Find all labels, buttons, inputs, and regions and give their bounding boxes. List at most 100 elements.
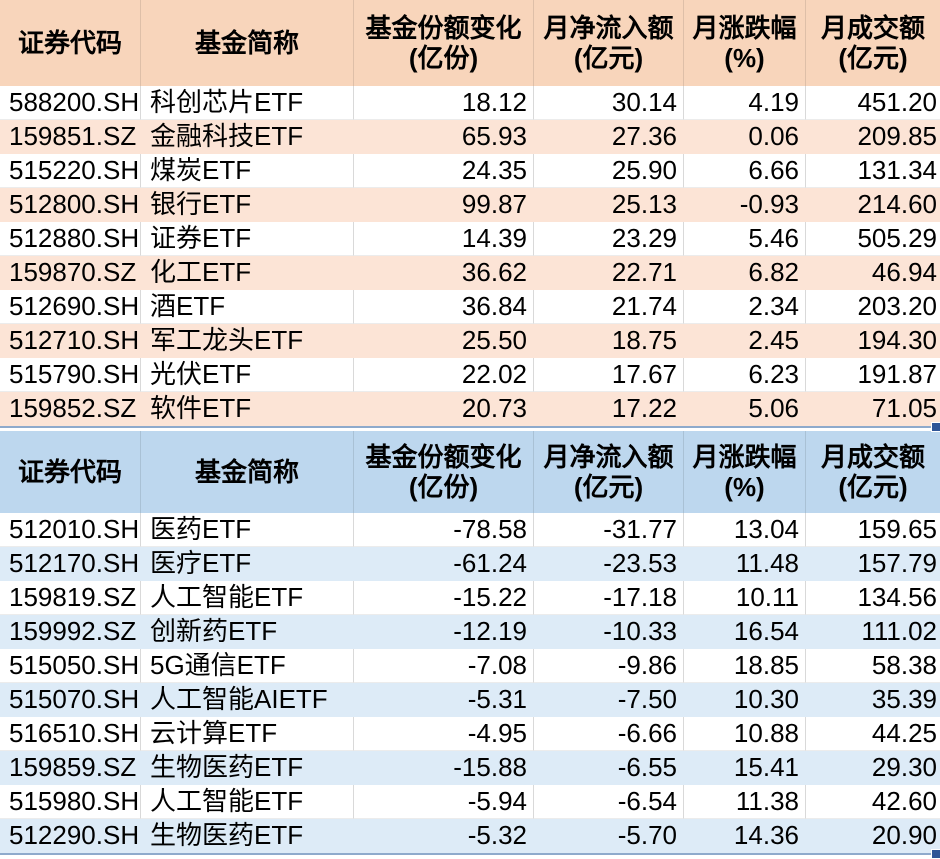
cell-net-inflow[interactable]: 27.36	[534, 120, 684, 154]
cell-share-change[interactable]: 25.50	[354, 324, 534, 358]
cell-fund-name[interactable]: 医药ETF	[141, 513, 354, 547]
cell-turnover[interactable]: 209.85	[806, 120, 940, 154]
header-code[interactable]: 证券代码	[0, 431, 141, 513]
cell-code[interactable]: 159819.SZ	[0, 581, 141, 615]
cell-fund-name[interactable]: 化工ETF	[141, 256, 354, 290]
cell-fund-name[interactable]: 煤炭ETF	[141, 154, 354, 188]
cell-turnover[interactable]: 71.05	[806, 392, 940, 426]
cell-fund-name[interactable]: 光伏ETF	[141, 358, 354, 392]
cell-share-change[interactable]: -78.58	[354, 513, 534, 547]
cell-turnover[interactable]: 214.60	[806, 188, 940, 222]
cell-pct-change[interactable]: -0.93	[684, 188, 806, 222]
cell-pct-change[interactable]: 13.04	[684, 513, 806, 547]
cell-turnover[interactable]: 58.38	[806, 649, 940, 683]
cell-code[interactable]: 512290.SH	[0, 819, 141, 853]
cell-fund-name[interactable]: 创新药ETF	[141, 615, 354, 649]
cell-code[interactable]: 159851.SZ	[0, 120, 141, 154]
cell-net-inflow[interactable]: -6.66	[534, 717, 684, 751]
cell-code[interactable]: 159859.SZ	[0, 751, 141, 785]
cell-pct-change[interactable]: 2.45	[684, 324, 806, 358]
cell-net-inflow[interactable]: -10.33	[534, 615, 684, 649]
cell-pct-change[interactable]: 4.19	[684, 86, 806, 120]
cell-fund-name[interactable]: 5G通信ETF	[141, 649, 354, 683]
cell-pct-change[interactable]: 16.54	[684, 615, 806, 649]
cell-net-inflow[interactable]: -5.70	[534, 819, 684, 853]
cell-share-change[interactable]: 65.93	[354, 120, 534, 154]
cell-share-change[interactable]: -12.19	[354, 615, 534, 649]
cell-pct-change[interactable]: 6.82	[684, 256, 806, 290]
cell-turnover[interactable]: 44.25	[806, 717, 940, 751]
cell-share-change[interactable]: 36.62	[354, 256, 534, 290]
cell-share-change[interactable]: -5.32	[354, 819, 534, 853]
cell-code[interactable]: 159870.SZ	[0, 256, 141, 290]
cell-fund-name[interactable]: 银行ETF	[141, 188, 354, 222]
cell-code[interactable]: 159992.SZ	[0, 615, 141, 649]
cell-pct-change[interactable]: 10.88	[684, 717, 806, 751]
cell-net-inflow[interactable]: -6.54	[534, 785, 684, 819]
cell-share-change[interactable]: 18.12	[354, 86, 534, 120]
cell-share-change[interactable]: 24.35	[354, 154, 534, 188]
header-net-inflow[interactable]: 月净流入额 (亿元)	[534, 0, 684, 86]
cell-net-inflow[interactable]: 25.90	[534, 154, 684, 188]
header-turnover[interactable]: 月成交额 (亿元)	[806, 0, 940, 86]
cell-net-inflow[interactable]: -17.18	[534, 581, 684, 615]
cell-pct-change[interactable]: 0.06	[684, 120, 806, 154]
cell-turnover[interactable]: 35.39	[806, 683, 940, 717]
cell-code[interactable]: 515980.SH	[0, 785, 141, 819]
cell-turnover[interactable]: 131.34	[806, 154, 940, 188]
cell-share-change[interactable]: -5.94	[354, 785, 534, 819]
header-fund-name[interactable]: 基金简称	[141, 0, 354, 86]
cell-fund-name[interactable]: 云计算ETF	[141, 717, 354, 751]
cell-turnover[interactable]: 111.02	[806, 615, 940, 649]
cell-pct-change[interactable]: 10.30	[684, 683, 806, 717]
cell-code[interactable]: 515220.SH	[0, 154, 141, 188]
cell-share-change[interactable]: -15.22	[354, 581, 534, 615]
cell-net-inflow[interactable]: -9.86	[534, 649, 684, 683]
cell-turnover[interactable]: 451.20	[806, 86, 940, 120]
cell-fund-name[interactable]: 科创芯片ETF	[141, 86, 354, 120]
cell-net-inflow[interactable]: -6.55	[534, 751, 684, 785]
cell-turnover[interactable]: 194.30	[806, 324, 940, 358]
cell-pct-change[interactable]: 6.66	[684, 154, 806, 188]
cell-net-inflow[interactable]: 17.22	[534, 392, 684, 426]
cell-code[interactable]: 512710.SH	[0, 324, 141, 358]
cell-turnover[interactable]: 157.79	[806, 547, 940, 581]
cell-pct-change[interactable]: 2.34	[684, 290, 806, 324]
cell-share-change[interactable]: -61.24	[354, 547, 534, 581]
cell-fund-name[interactable]: 证券ETF	[141, 222, 354, 256]
selection-fill-handle[interactable]	[931, 422, 940, 432]
header-fund-name[interactable]: 基金简称	[141, 431, 354, 513]
cell-code[interactable]: 515070.SH	[0, 683, 141, 717]
cell-pct-change[interactable]: 6.23	[684, 358, 806, 392]
cell-net-inflow[interactable]: -31.77	[534, 513, 684, 547]
cell-share-change[interactable]: -7.08	[354, 649, 534, 683]
header-code[interactable]: 证券代码	[0, 0, 141, 86]
cell-fund-name[interactable]: 软件ETF	[141, 392, 354, 426]
header-net-inflow[interactable]: 月净流入额 (亿元)	[534, 431, 684, 513]
cell-share-change[interactable]: -15.88	[354, 751, 534, 785]
cell-fund-name[interactable]: 军工龙头ETF	[141, 324, 354, 358]
cell-net-inflow[interactable]: -7.50	[534, 683, 684, 717]
cell-code[interactable]: 515790.SH	[0, 358, 141, 392]
cell-net-inflow[interactable]: 25.13	[534, 188, 684, 222]
cell-pct-change[interactable]: 10.11	[684, 581, 806, 615]
cell-pct-change[interactable]: 11.48	[684, 547, 806, 581]
header-pct-change[interactable]: 月涨跌幅 (%)	[684, 0, 806, 86]
cell-turnover[interactable]: 42.60	[806, 785, 940, 819]
cell-fund-name[interactable]: 酒ETF	[141, 290, 354, 324]
cell-net-inflow[interactable]: 17.67	[534, 358, 684, 392]
header-pct-change[interactable]: 月涨跌幅 (%)	[684, 431, 806, 513]
cell-share-change[interactable]: 99.87	[354, 188, 534, 222]
cell-pct-change[interactable]: 5.06	[684, 392, 806, 426]
cell-turnover[interactable]: 29.30	[806, 751, 940, 785]
cell-pct-change[interactable]: 11.38	[684, 785, 806, 819]
cell-fund-name[interactable]: 生物医药ETF	[141, 819, 354, 853]
cell-net-inflow[interactable]: 18.75	[534, 324, 684, 358]
cell-turnover[interactable]: 203.20	[806, 290, 940, 324]
cell-pct-change[interactable]: 14.36	[684, 819, 806, 853]
cell-code[interactable]: 512690.SH	[0, 290, 141, 324]
cell-code[interactable]: 512800.SH	[0, 188, 141, 222]
cell-share-change[interactable]: 36.84	[354, 290, 534, 324]
header-share-change[interactable]: 基金份额变化 (亿份)	[354, 0, 534, 86]
cell-turnover[interactable]: 191.87	[806, 358, 940, 392]
